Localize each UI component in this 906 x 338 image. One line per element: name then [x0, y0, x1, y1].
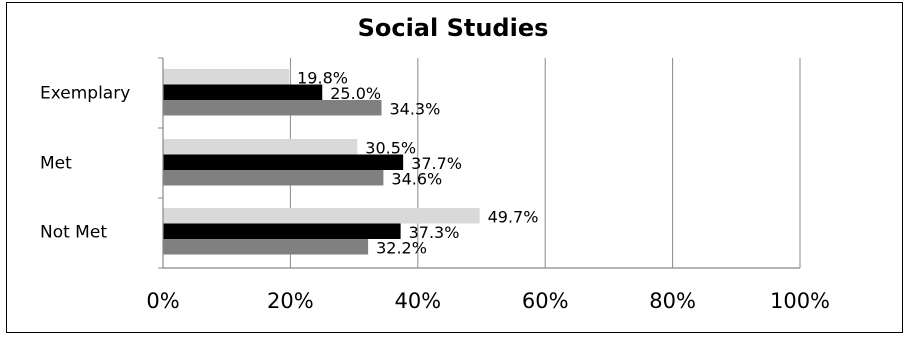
data-label-met-series-2: 37.7% — [411, 154, 462, 173]
bar-met-series-2 — [163, 154, 404, 170]
bar-exemplary-series-3 — [163, 100, 382, 116]
bars — [163, 69, 480, 255]
x-tick-label-100: 100% — [770, 289, 830, 313]
chart-title: Social Studies — [357, 14, 549, 42]
data-label-exemplary-series-1: 19.8% — [297, 69, 348, 88]
data-label-met-series-3: 34.6% — [391, 170, 442, 189]
x-tick-label-60: 60% — [522, 289, 569, 313]
x-tick-label-0: 0% — [146, 289, 179, 313]
category-label-exemplary: Exemplary — [40, 83, 130, 103]
data-label-exemplary-series-3: 34.3% — [389, 100, 440, 119]
x-tick-label-40: 40% — [394, 289, 441, 313]
data-label-met-series-1: 30.5% — [365, 139, 416, 158]
category-label-met: Met — [40, 153, 72, 173]
bar-not-met-series-1 — [163, 208, 480, 224]
x-tick-label-20: 20% — [267, 289, 314, 313]
x-tick-label-80: 80% — [649, 289, 696, 313]
gridlines — [289, 58, 801, 268]
bar-met-series-1 — [163, 139, 358, 155]
bar-not-met-series-3 — [163, 239, 369, 255]
bar-not-met-series-2 — [163, 223, 401, 239]
axes — [158, 57, 800, 269]
data-label-exemplary-series-2: 25.0% — [330, 84, 381, 103]
data-label-not-met-series-2: 37.3% — [409, 223, 460, 242]
bar-met-series-3 — [163, 170, 384, 186]
labels: 19.8%25.0% 34.3% Exemplary 30.5%37.7%34.6% M… — [40, 69, 830, 314]
data-label-not-met-series-1: 49.7% — [488, 208, 539, 227]
category-label-not-met: Not Met — [40, 222, 107, 242]
data-label-not-met-series-3: 32.2% — [376, 239, 427, 258]
bar-exemplary-series-2 — [163, 84, 323, 100]
bar-exemplary-series-1 — [163, 69, 290, 85]
chart-frame — [6, 2, 903, 333]
